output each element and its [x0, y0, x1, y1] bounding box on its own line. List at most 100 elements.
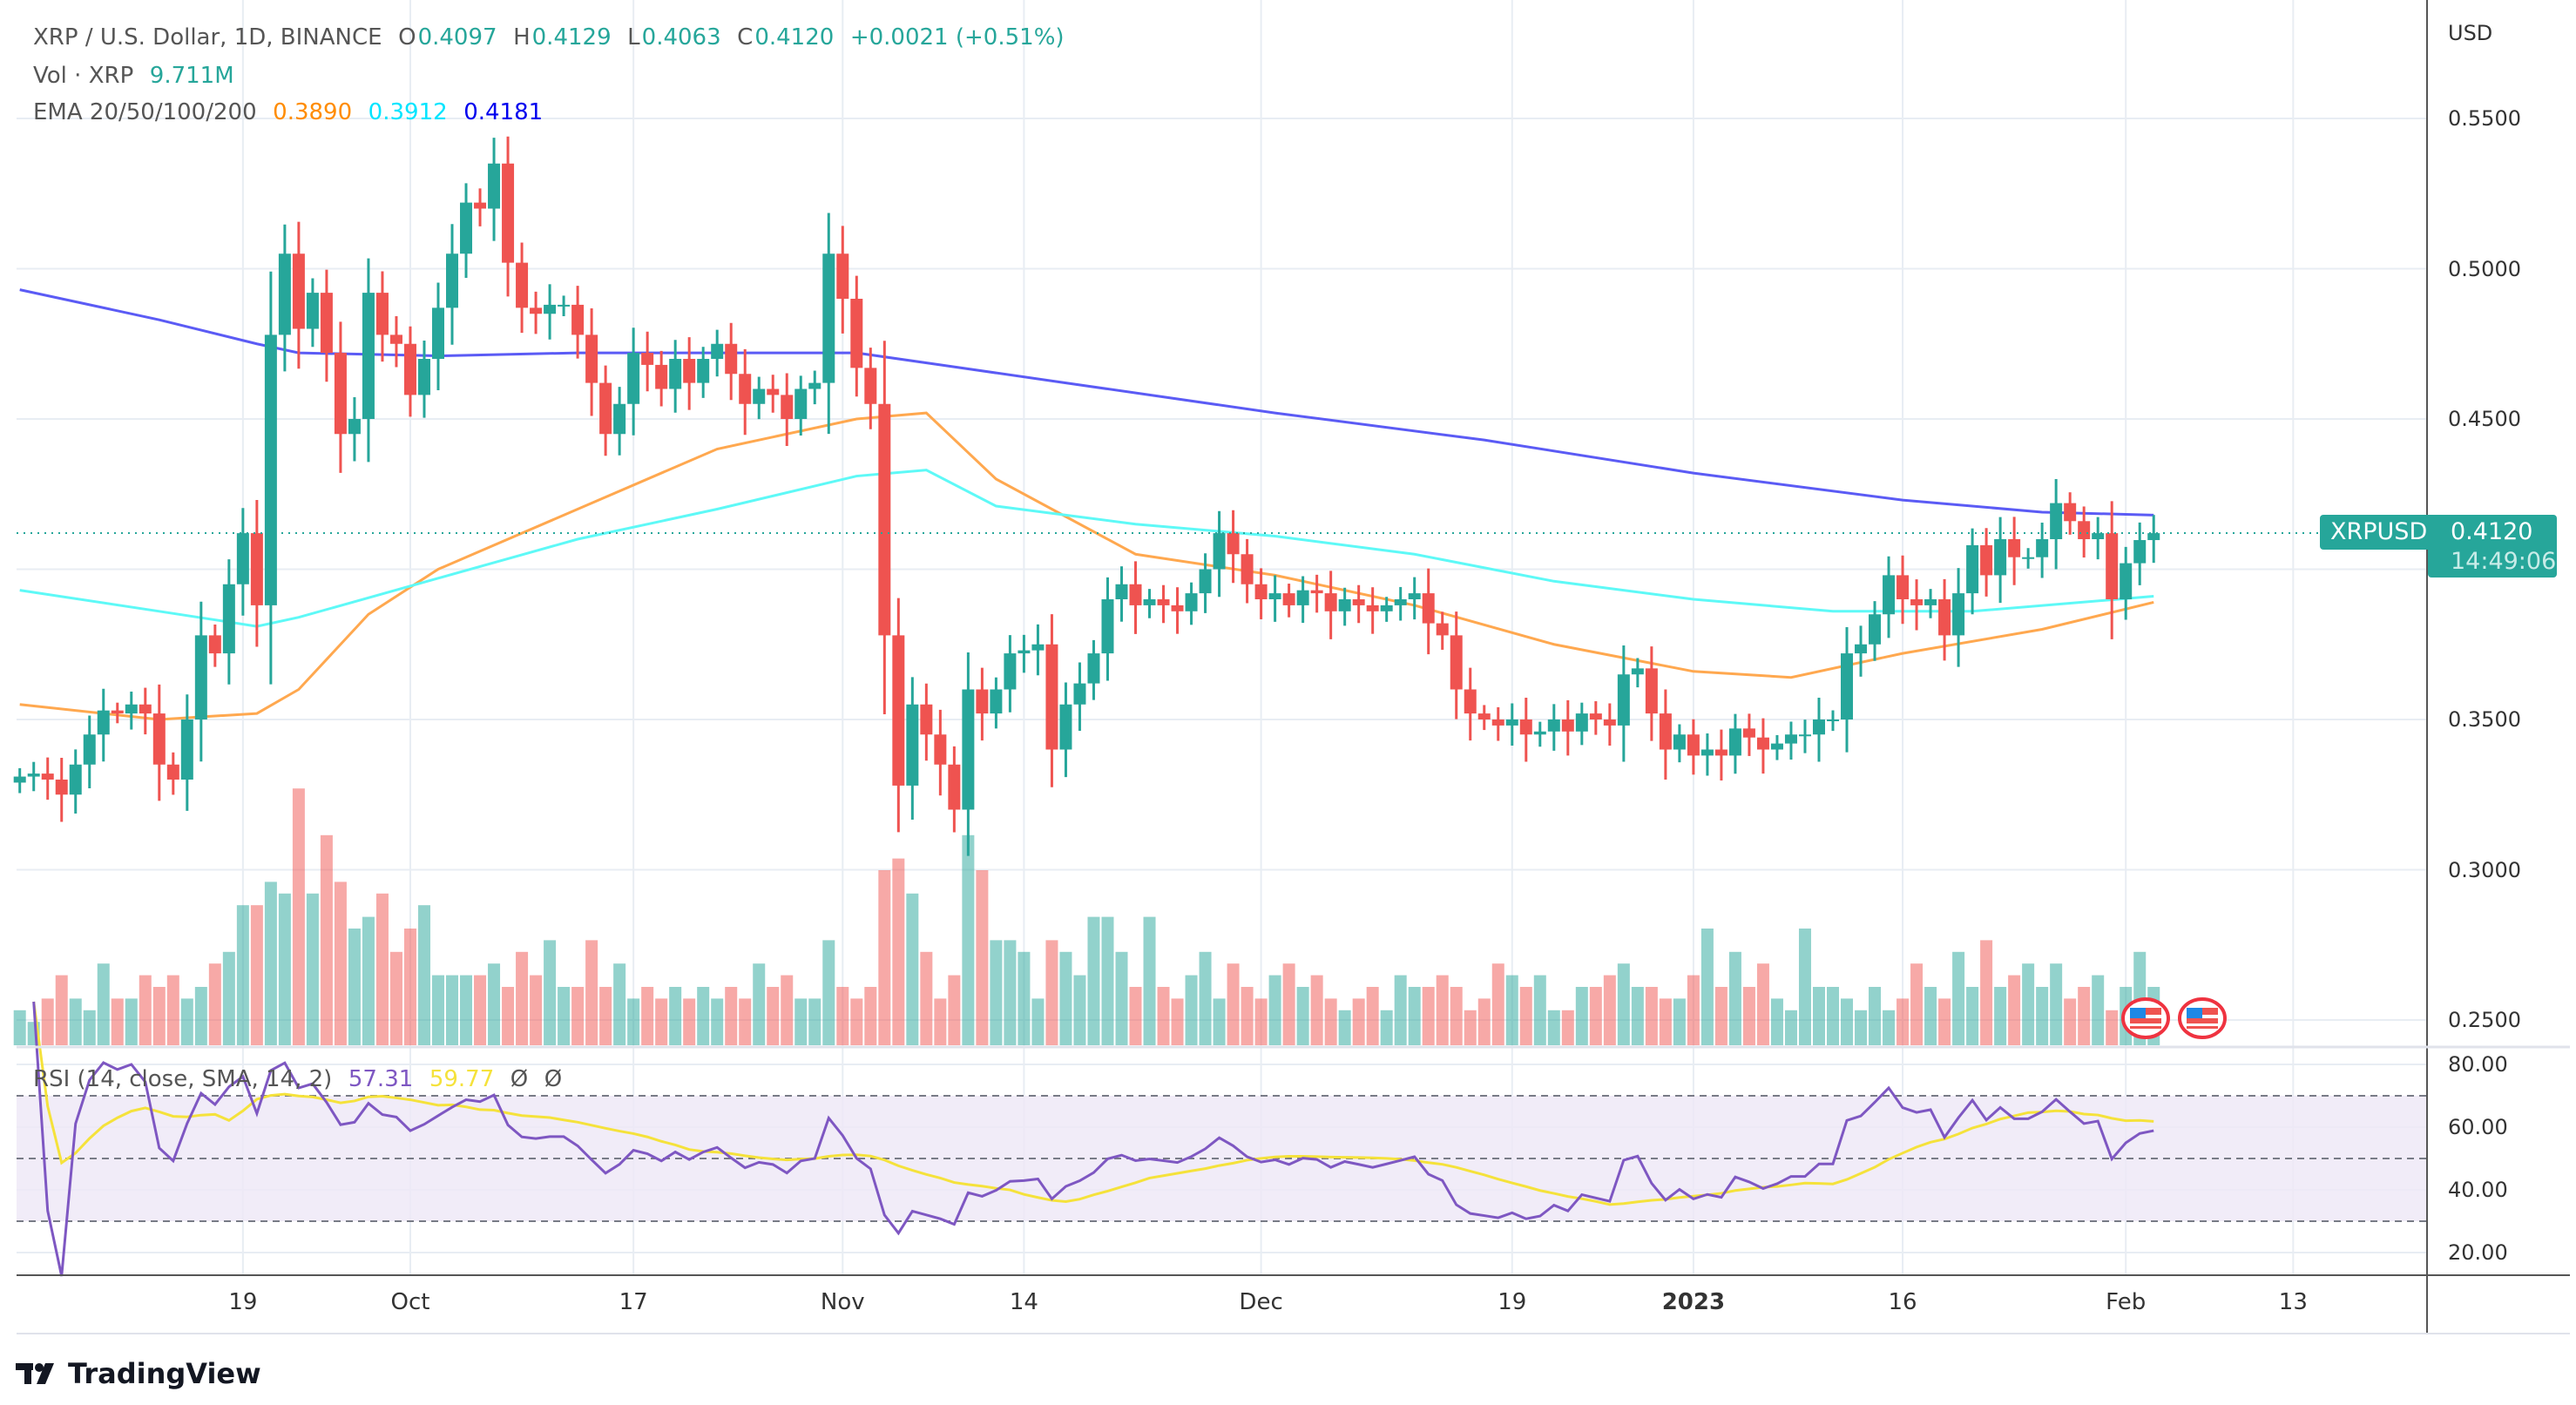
candle [2147, 515, 2160, 564]
candle [278, 224, 291, 372]
candle-body [697, 359, 710, 383]
volume-bar [1241, 987, 1254, 1045]
volume-bar [1505, 975, 1518, 1045]
us-flag-event-icon[interactable] [2121, 997, 2170, 1039]
volume-bar [627, 998, 640, 1045]
candle-body [1659, 713, 1672, 750]
tradingview-logo[interactable]: TradingView [16, 1357, 261, 1390]
volume-bar [1897, 998, 1910, 1045]
candle-body [516, 262, 529, 308]
candle [1841, 627, 1854, 753]
currency-label[interactable]: USD [2448, 21, 2493, 45]
time-tick-label: 17 [619, 1289, 648, 1315]
volume-bar [1380, 1010, 1393, 1045]
candle [1171, 587, 1184, 634]
candle [2133, 522, 2147, 585]
candle-body [2133, 540, 2147, 564]
candle-body [2106, 533, 2119, 599]
volume-bar [1282, 963, 1295, 1045]
candle [1129, 561, 1142, 634]
candle [1533, 721, 1546, 747]
candle-body [1700, 749, 1714, 756]
volume-legend[interactable]: Vol · XRP 9.711M [33, 63, 236, 89]
volume-bar [1171, 998, 1184, 1045]
candle-body [1673, 734, 1686, 750]
rsi-legend[interactable]: RSI (14, close, SMA, 14, 2) 57.31 59.77 … [33, 1066, 564, 1092]
ema-line [19, 469, 2154, 628]
candle-body [1157, 599, 1170, 605]
volume-bar [1883, 1010, 1896, 1045]
volume-bar [1855, 1010, 1868, 1045]
candle [83, 715, 96, 789]
candle [585, 308, 598, 416]
volume-bar [1603, 975, 1616, 1045]
volume-bar [1199, 951, 1212, 1045]
candle-body [320, 293, 333, 354]
volume-bar [278, 893, 291, 1045]
candle [599, 365, 612, 456]
volume-bar [1018, 951, 1031, 1045]
volume-bar [83, 1010, 96, 1045]
candle-body [488, 163, 501, 209]
volume-bar [111, 998, 124, 1045]
time-tick-label: 13 [2278, 1289, 2308, 1315]
candle-body [906, 704, 919, 786]
candle-body [1268, 593, 1281, 599]
candle-body [1059, 704, 1072, 750]
candle [906, 677, 919, 821]
candle-body [1310, 590, 1323, 594]
candle-body [194, 635, 207, 719]
volume-bar [264, 882, 277, 1045]
candle [1213, 510, 1226, 598]
price-tick-label: 0.2500 [2448, 1008, 2521, 1032]
candle [1883, 556, 1896, 638]
candle [948, 746, 961, 833]
volume-bar [1994, 987, 2007, 1045]
candle-body [1282, 593, 1295, 605]
candle [822, 213, 835, 435]
candle [1547, 704, 1560, 751]
candle-body [864, 368, 877, 404]
symbol-title: XRP / U.S. Dollar, 1D, BINANCE [33, 24, 382, 51]
volume-bar [375, 893, 389, 1045]
candle-body [641, 353, 654, 365]
candle [1938, 578, 1951, 661]
volume-bar [1952, 951, 1965, 1045]
volume-bar [41, 998, 54, 1045]
candle-body [417, 359, 430, 395]
candle-body [627, 353, 640, 404]
volume-bar [544, 940, 557, 1045]
ema-legend[interactable]: EMA 20/50/100/200 0.3890 0.3912 0.4181 [33, 99, 544, 125]
candle-body [236, 533, 249, 584]
volume-bar [683, 998, 696, 1045]
candle-body [278, 253, 291, 335]
candle [1296, 576, 1309, 624]
volume-bar [753, 963, 766, 1045]
candle-body [1855, 644, 1868, 654]
volume-bar [585, 940, 598, 1045]
candle [697, 347, 710, 398]
candle-body [1101, 599, 1114, 654]
candle [348, 397, 361, 462]
candle [502, 136, 515, 297]
time-tick-label: 2023 [1661, 1289, 1726, 1315]
volume-bar [1966, 987, 1979, 1045]
volume-bar [1519, 987, 1532, 1045]
candle-body [1115, 584, 1128, 599]
symbol-legend[interactable]: XRP / U.S. Dollar, 1D, BINANCE O0.4097 H… [33, 24, 1066, 51]
candle [403, 326, 416, 417]
candle [544, 284, 557, 340]
candle-body [375, 293, 389, 335]
time-tick-label: 19 [1498, 1289, 1527, 1315]
us-flag-event-icon[interactable] [2178, 997, 2227, 1039]
candle-body [1575, 713, 1588, 732]
candle [1645, 646, 1658, 741]
candle-body [1714, 749, 1727, 756]
volume-bar [208, 963, 221, 1045]
volume-bar [194, 987, 207, 1045]
candle [655, 350, 668, 407]
candle-body [530, 307, 543, 314]
volume-bar [320, 834, 333, 1045]
candle-body [1728, 728, 1741, 756]
